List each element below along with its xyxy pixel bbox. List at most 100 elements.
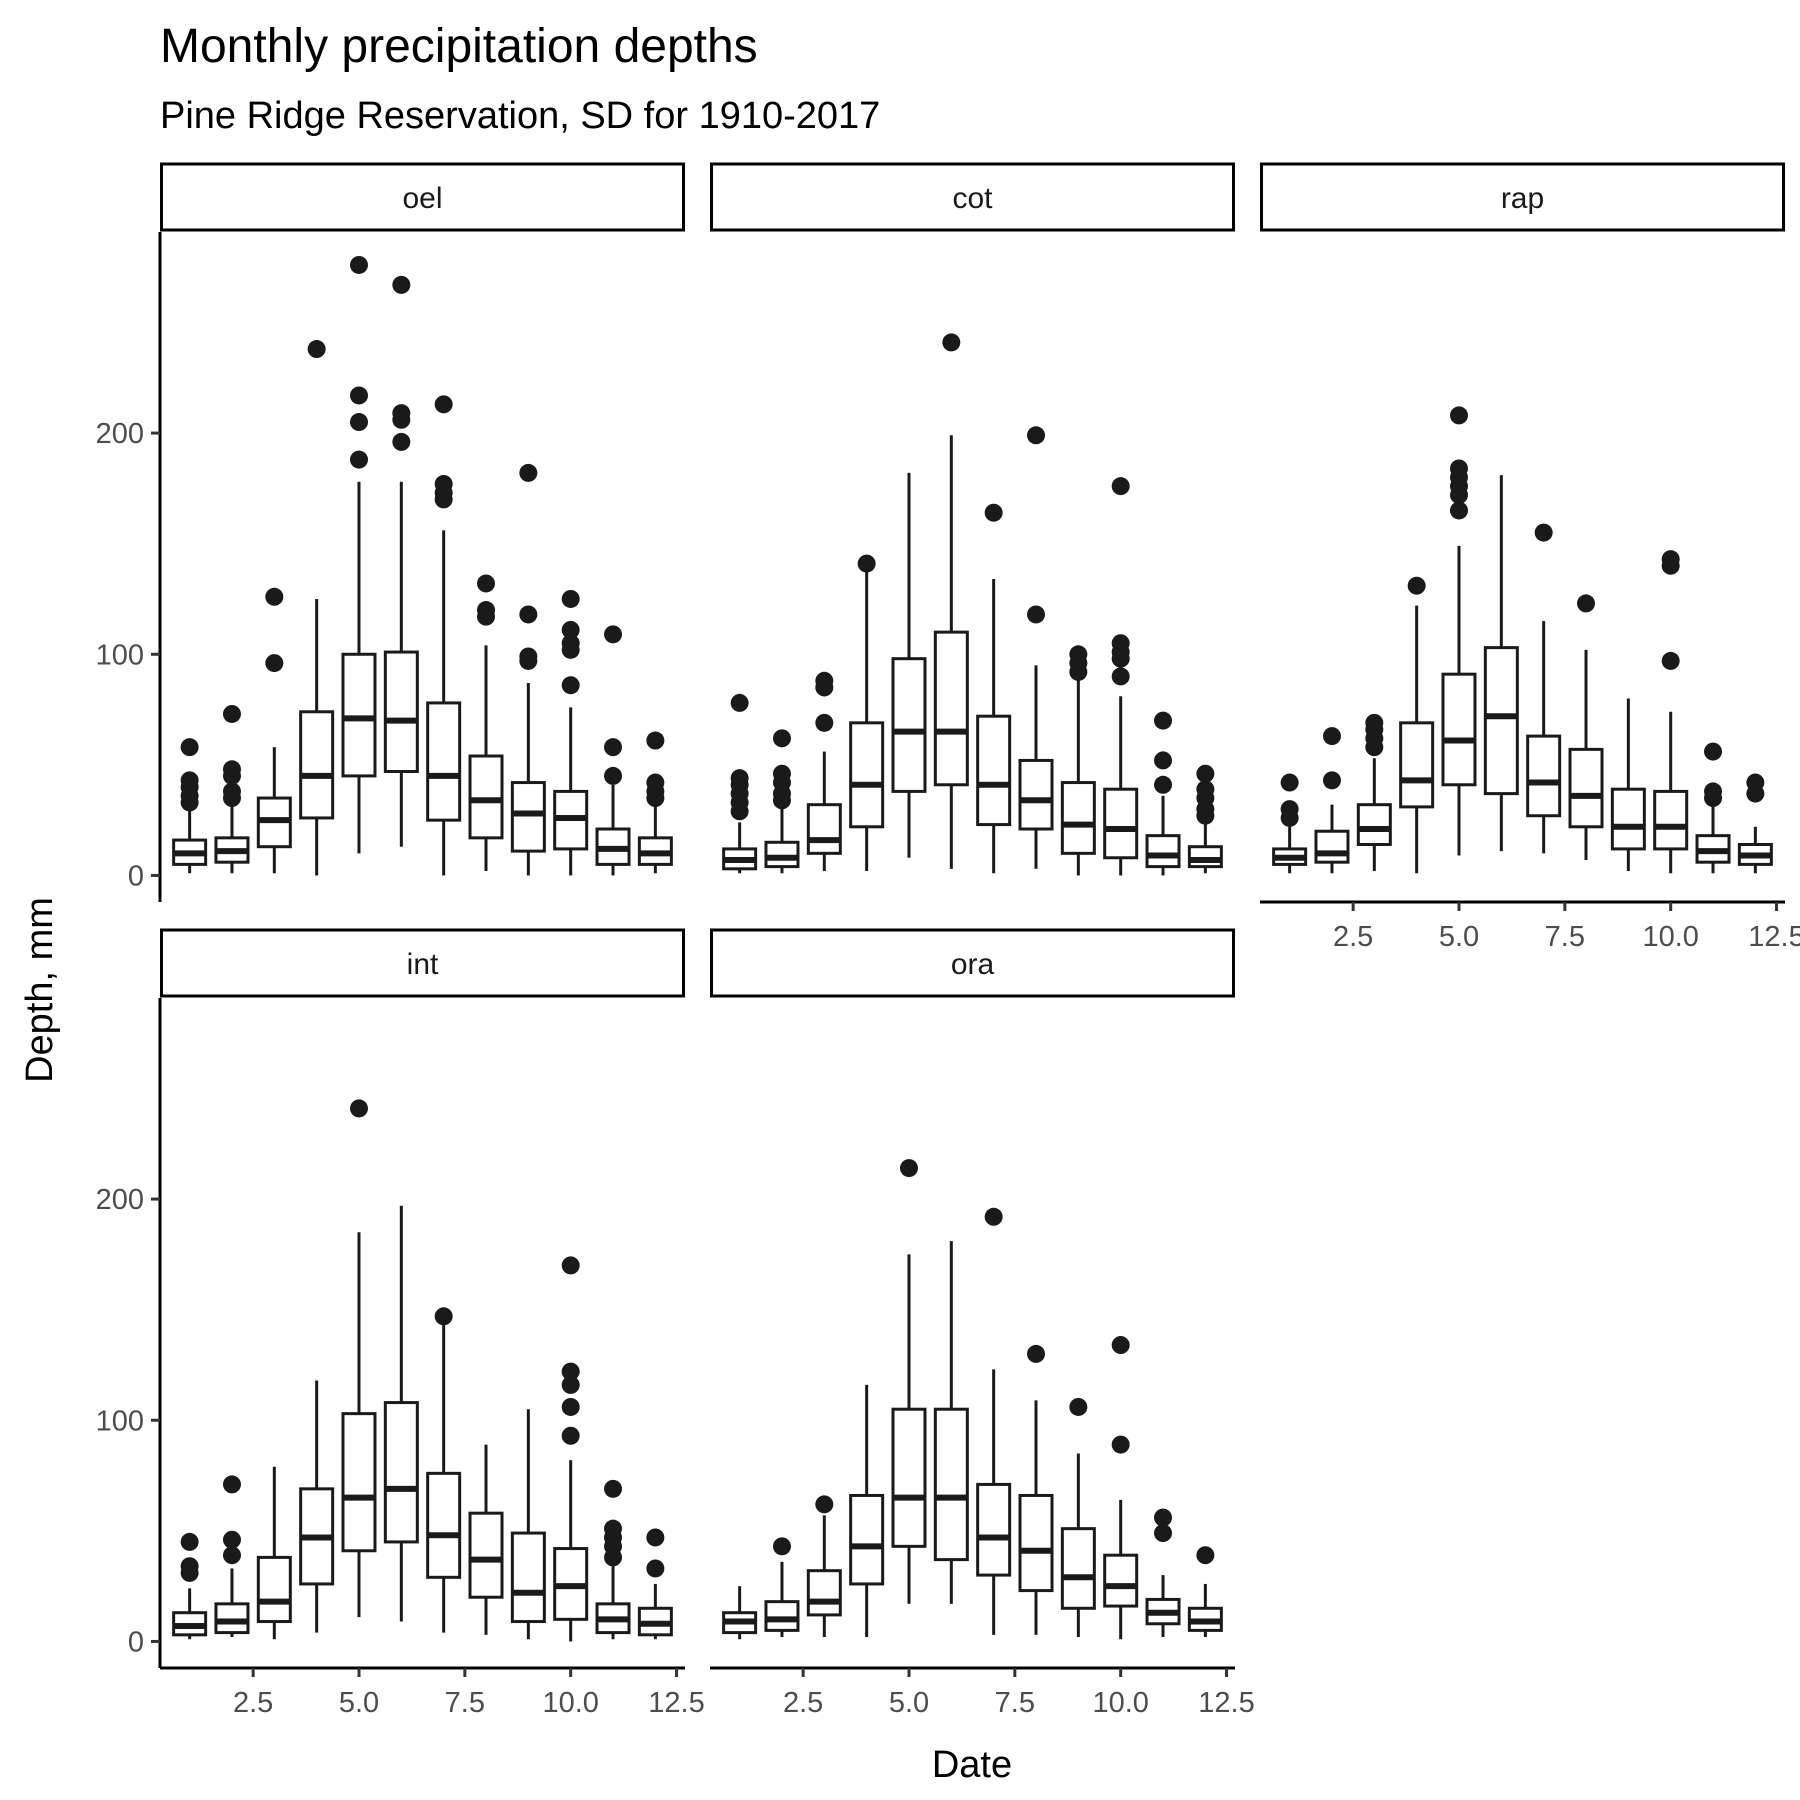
outlier-point xyxy=(1449,459,1468,478)
outlier-point xyxy=(1577,594,1596,613)
box-rap-7 xyxy=(1526,523,1562,854)
x-tick-label: 10.0 xyxy=(542,1687,598,1719)
chart-subtitle: Pine Ridge Reservation, SD for 1910-2017 xyxy=(160,95,880,137)
box-iqr xyxy=(891,657,927,793)
outlier-point xyxy=(1449,501,1468,520)
facet-strip xyxy=(1260,162,1785,232)
outlier-point xyxy=(561,634,580,653)
outlier-point xyxy=(815,671,834,690)
outlier-point xyxy=(1111,1435,1130,1454)
box-iqr xyxy=(764,840,800,869)
box-iqr xyxy=(1103,787,1139,860)
outlier-point xyxy=(180,771,199,790)
box-cot-9 xyxy=(1060,645,1096,876)
box-iqr xyxy=(426,1471,462,1579)
outlier-point xyxy=(222,782,241,801)
outlier-point xyxy=(1111,477,1130,496)
box-iqr xyxy=(1018,758,1054,831)
outlier-point xyxy=(561,1256,580,1275)
x-tick-label: 2.5 xyxy=(1333,921,1373,953)
box-iqr xyxy=(849,1493,885,1586)
box-rap-5 xyxy=(1441,406,1477,856)
outlier-point xyxy=(561,1426,580,1445)
outlier-point xyxy=(434,474,453,493)
box-cot-4 xyxy=(849,554,885,872)
box-rap-2 xyxy=(1314,727,1350,874)
outlier-point xyxy=(307,340,326,359)
outlier-point xyxy=(265,654,284,673)
box-oel-2 xyxy=(214,704,250,874)
outlier-point xyxy=(1365,713,1384,732)
box-iqr xyxy=(1568,747,1604,829)
outlier-point xyxy=(815,1495,834,1514)
box-ora-11 xyxy=(1145,1508,1181,1638)
outlier-point xyxy=(899,1159,918,1178)
outlier-point xyxy=(984,1207,1003,1226)
outlier-point xyxy=(477,601,496,620)
outlier-point xyxy=(265,587,284,606)
outlier-point xyxy=(349,450,368,469)
outlier-point xyxy=(1280,773,1299,792)
facet-panel-cot: cot xyxy=(710,162,1235,876)
x-tick-label: 5.0 xyxy=(339,1687,379,1719)
box-iqr xyxy=(806,1569,842,1617)
box-int-9 xyxy=(510,1409,546,1640)
facet-strip-label: rap xyxy=(1501,182,1544,215)
box-rap-8 xyxy=(1568,594,1604,860)
box-cot-8 xyxy=(1018,426,1054,869)
outlier-point xyxy=(519,605,538,624)
outlier-point xyxy=(730,769,749,788)
box-iqr xyxy=(383,650,419,773)
box-int-5 xyxy=(341,1099,377,1618)
outlier-point xyxy=(349,1099,368,1118)
box-rap-3 xyxy=(1356,713,1392,872)
box-ora-7 xyxy=(976,1207,1012,1635)
box-cot-10 xyxy=(1103,477,1139,876)
facet-panel-ora: ora 2.5 5.0 7.5 10.0 12.5 xyxy=(710,928,1255,1719)
box-rap-11 xyxy=(1695,742,1731,874)
outlier-point xyxy=(815,713,834,732)
y-tick-label: 200 xyxy=(96,1184,144,1216)
facet-strip-label: ora xyxy=(951,948,995,981)
box-iqr xyxy=(510,781,546,853)
outlier-point xyxy=(984,503,1003,522)
outlier-point xyxy=(1027,605,1046,624)
box-iqr xyxy=(1060,1527,1096,1610)
box-int-2 xyxy=(214,1475,250,1638)
box-oel-11 xyxy=(595,625,631,876)
x-tick-label: 5.0 xyxy=(889,1687,929,1719)
box-int-11 xyxy=(595,1479,631,1640)
box-iqr xyxy=(976,714,1012,827)
y-tick-label: 0 xyxy=(128,1626,144,1658)
x-axis-title: Date xyxy=(932,1744,1012,1786)
box-iqr xyxy=(933,1407,969,1562)
outlier-point xyxy=(1111,634,1130,653)
box-iqr xyxy=(976,1482,1012,1577)
outlier-point xyxy=(561,1397,580,1416)
outlier-point xyxy=(561,676,580,695)
outlier-point xyxy=(1027,426,1046,445)
box-ora-2 xyxy=(764,1537,800,1638)
box-int-10 xyxy=(553,1256,589,1642)
box-iqr xyxy=(468,754,504,840)
box-rap-6 xyxy=(1483,475,1519,852)
outlier-point xyxy=(1196,764,1215,783)
outlier-point xyxy=(392,275,411,294)
box-oel-5 xyxy=(341,255,377,854)
x-tick-label: 12.5 xyxy=(1198,1687,1254,1719)
box-ora-6 xyxy=(933,1241,969,1604)
box-iqr xyxy=(764,1600,800,1632)
box-iqr xyxy=(1356,803,1392,846)
box-iqr xyxy=(1610,787,1646,851)
y-tick-label: 100 xyxy=(96,1405,144,1437)
box-oel-1 xyxy=(172,738,208,874)
facet-strip-label: cot xyxy=(952,182,993,215)
outlier-point xyxy=(1069,645,1088,664)
outlier-point xyxy=(1661,651,1680,670)
box-cot-6 xyxy=(933,333,969,869)
facet-strip-label: oel xyxy=(402,182,442,215)
box-iqr xyxy=(1399,721,1435,809)
outlier-point xyxy=(604,1519,623,1538)
facet-panel-int: int 0 100 200 2.5 5.0 7.5 10.0 12.5 xyxy=(96,928,705,1719)
